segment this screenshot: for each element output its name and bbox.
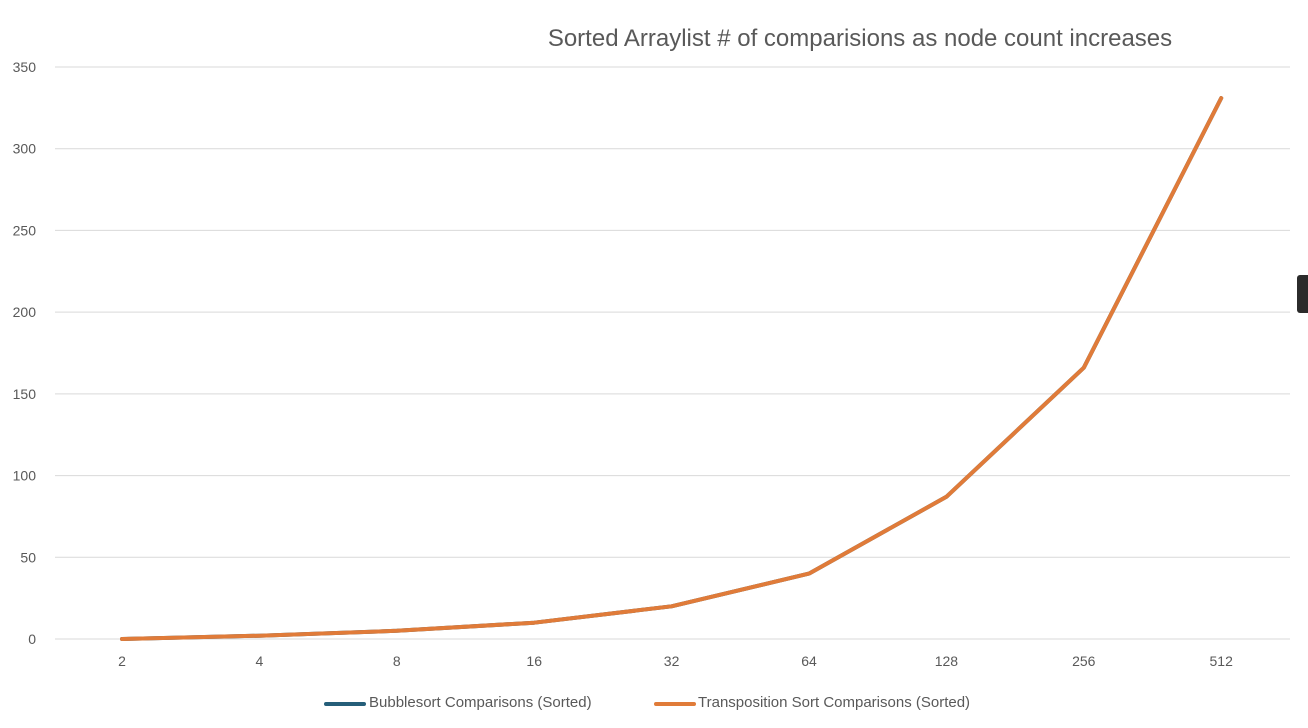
x-tick-label: 64 — [801, 653, 817, 669]
y-tick-label: 200 — [13, 304, 37, 320]
x-axis-tick-labels: 2 4 8 16 32 64 128 256 512 — [118, 653, 1233, 669]
y-tick-label: 50 — [20, 549, 36, 565]
side-panel-tab[interactable] — [1297, 275, 1308, 313]
x-tick-label: 2 — [118, 653, 126, 669]
x-tick-label: 512 — [1210, 653, 1234, 669]
x-tick-label: 4 — [256, 653, 264, 669]
y-tick-label: 250 — [13, 222, 37, 238]
series-line-0 — [120, 96, 1224, 641]
x-tick-label: 8 — [393, 653, 401, 669]
grid-layer — [55, 66, 1290, 640]
y-tick-label: 100 — [13, 468, 37, 484]
y-tick-label: 0 — [28, 631, 36, 647]
series-layer — [120, 96, 1224, 641]
legend-label-transposition: Transposition Sort Comparisons (Sorted) — [698, 694, 970, 711]
y-axis-tick-labels: 0 50 100 150 200 250 300 350 — [13, 59, 37, 647]
x-tick-label: 32 — [664, 653, 680, 669]
y-tick-label: 300 — [13, 141, 37, 157]
x-tick-label: 128 — [935, 653, 959, 669]
legend-label-bubblesort: Bubblesort Comparisons (Sorted) — [369, 694, 592, 711]
x-tick-label: 16 — [526, 653, 542, 669]
legend: Bubblesort Comparisons (Sorted) Transpos… — [324, 694, 970, 711]
series-line-1 — [120, 96, 1224, 641]
x-tick-label: 256 — [1072, 653, 1096, 669]
y-tick-label: 150 — [13, 386, 37, 402]
chart-title: Sorted Arraylist # of comparisions as no… — [548, 25, 1172, 52]
y-tick-label: 350 — [13, 59, 37, 75]
